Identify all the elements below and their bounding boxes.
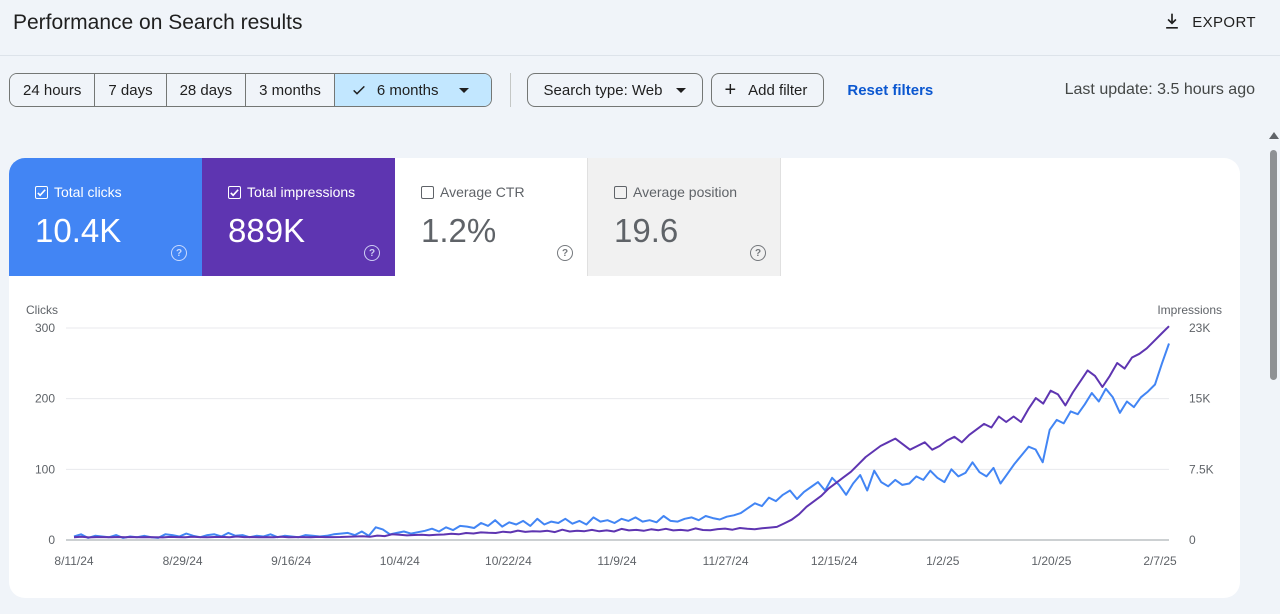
divider (509, 73, 511, 107)
x-tick-label: 2/7/25 (1143, 554, 1177, 568)
help-icon[interactable]: ? (171, 245, 187, 261)
performance-chart[interactable]: Clicks Impressions 0 0 100 7.5K 200 15K 300 23K 8/… (9, 293, 1240, 593)
check-icon (352, 85, 365, 95)
metric-average-ctr[interactable]: Average CTR 1.2% ? (395, 158, 588, 276)
x-tick-label: 1/2/25 (926, 554, 960, 568)
metric-label: Total clicks (54, 184, 122, 200)
metric-value: 1.2% (421, 212, 497, 249)
checkbox-unchecked-icon[interactable] (421, 186, 434, 199)
y-tick-label: 0 (48, 533, 55, 547)
filter-bar: 24 hours 7 days 28 days 3 months 6 month… (9, 73, 933, 107)
checkbox-unchecked-icon[interactable] (614, 186, 627, 199)
x-tick-label: 1/20/25 (1031, 554, 1071, 568)
x-tick-label: 9/16/24 (271, 554, 311, 568)
help-icon[interactable]: ? (364, 245, 380, 261)
metric-value: 19.6 (614, 212, 679, 249)
y-tick-label: 200 (35, 392, 55, 406)
range-label: 28 days (179, 81, 233, 99)
checkbox-checked-icon[interactable] (228, 186, 241, 199)
scroll-up-arrow-icon[interactable] (1269, 132, 1279, 139)
export-button[interactable]: EXPORT (1162, 8, 1256, 36)
range-7-days[interactable]: 7 days (95, 74, 167, 106)
y-axis-title-clicks: Clicks (26, 303, 58, 317)
last-update-text: Last update: 3.5 hours ago (1064, 81, 1255, 98)
range-28-days[interactable]: 28 days (166, 74, 247, 106)
add-filter-button[interactable]: + Add filter (711, 73, 825, 107)
x-tick-label: 12/15/24 (811, 554, 858, 568)
range-24-hours[interactable]: 24 hours (10, 74, 96, 106)
range-label: 7 days (108, 81, 153, 99)
metric-tabs: Total clicks 10.4K ? Total impressions 8… (9, 158, 781, 276)
range-label: 24 hours (23, 81, 82, 99)
dropdown-arrow-icon (676, 87, 687, 93)
y2-tick-label: 15K (1189, 392, 1210, 406)
page-title: Performance on Search results (13, 11, 303, 34)
performance-card: Total clicks 10.4K ? Total impressions 8… (9, 158, 1240, 598)
x-tick-label: 10/4/24 (380, 554, 420, 568)
search-type-label: Search type: Web (543, 81, 663, 99)
help-icon[interactable]: ? (557, 245, 573, 261)
search-type-dropdown[interactable]: Search type: Web (526, 73, 704, 107)
x-tick-label: 8/11/24 (54, 554, 93, 568)
download-icon (1166, 13, 1179, 29)
dropdown-arrow-icon (458, 87, 469, 93)
series-line-clicks[interactable] (73, 343, 1170, 539)
y2-tick-label: 0 (1189, 533, 1196, 547)
y2-tick-label: 7.5K (1189, 462, 1214, 476)
plus-icon: + (724, 79, 737, 101)
x-tick-label: 10/22/24 (485, 554, 532, 568)
export-label: EXPORT (1192, 13, 1256, 31)
x-tick-label: 11/27/24 (703, 554, 749, 568)
range-label: 3 months (259, 81, 321, 99)
x-tick-label: 11/9/24 (597, 554, 636, 568)
y-tick-label: 100 (35, 462, 55, 476)
metric-label: Average CTR (440, 184, 525, 200)
page-header: Performance on Search results EXPORT (0, 0, 1280, 56)
metric-label: Average position (633, 184, 738, 200)
metric-value: 10.4K (35, 212, 122, 249)
y2-tick-label: 23K (1189, 321, 1210, 335)
metric-value: 889K (228, 212, 306, 249)
range-3-months[interactable]: 3 months (246, 74, 335, 106)
reset-filters-link[interactable]: Reset filters (847, 81, 934, 99)
help-icon[interactable]: ? (750, 245, 766, 261)
metric-average-position[interactable]: Average position 19.6 ? (588, 158, 781, 276)
checkbox-checked-icon[interactable] (35, 186, 48, 199)
y-tick-label: 300 (35, 321, 55, 335)
x-tick-label: 8/29/24 (163, 554, 203, 568)
metric-total-impressions[interactable]: Total impressions 889K ? (202, 158, 395, 276)
metric-total-clicks[interactable]: Total clicks 10.4K ? (9, 158, 202, 276)
date-range-selector: 24 hours 7 days 28 days 3 months 6 month… (9, 73, 492, 107)
y-axis-title-impressions: Impressions (1157, 303, 1222, 317)
series-line-impressions[interactable] (73, 325, 1170, 539)
range-6-months[interactable]: 6 months (334, 74, 491, 106)
add-filter-label: Add filter (748, 81, 808, 99)
range-label: 6 months (376, 81, 439, 99)
scroll-thumb[interactable] (1270, 150, 1277, 380)
metric-label: Total impressions (247, 184, 356, 200)
page-scrollbar[interactable] (1266, 124, 1280, 614)
